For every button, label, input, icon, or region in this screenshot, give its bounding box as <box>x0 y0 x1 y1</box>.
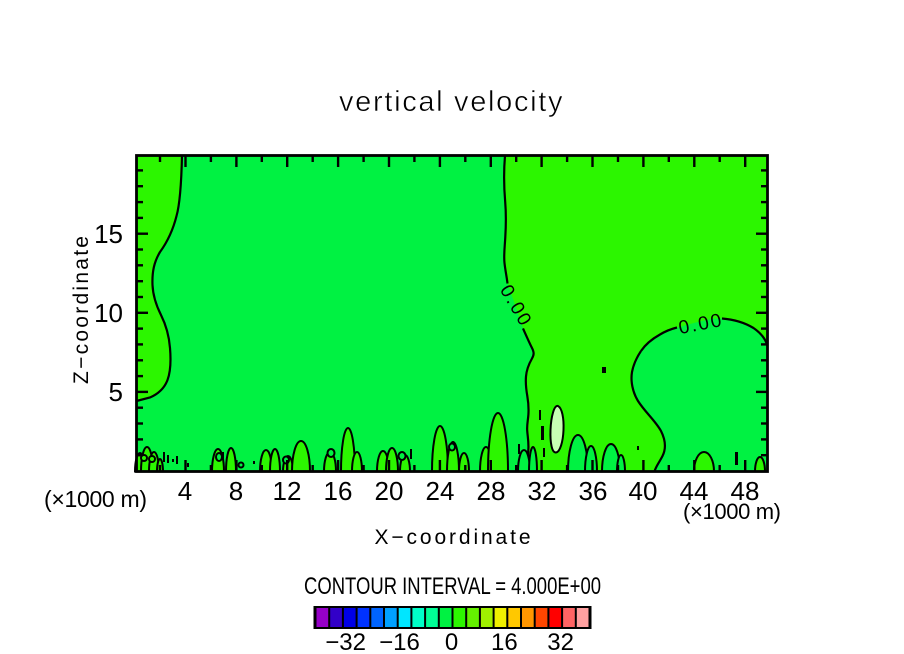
svg-text:15: 15 <box>94 219 123 249</box>
svg-text:48: 48 <box>731 476 760 506</box>
svg-text:Z−coordinate: Z−coordinate <box>70 236 93 384</box>
svg-text:X−coordinate: X−coordinate <box>375 526 531 549</box>
svg-text:36: 36 <box>579 476 608 506</box>
svg-text:24: 24 <box>426 476 455 506</box>
svg-text:(×1000 m): (×1000 m) <box>44 486 147 512</box>
svg-text:5: 5 <box>109 377 123 407</box>
svg-text:vertical velocity: vertical velocity <box>339 86 564 118</box>
svg-text:CONTOUR INTERVAL = 4.000E+00: CONTOUR INTERVAL = 4.000E+00 <box>304 573 601 600</box>
svg-text:28: 28 <box>477 476 506 506</box>
svg-text:16: 16 <box>324 476 353 506</box>
svg-text:44: 44 <box>680 476 709 506</box>
svg-text:−16: −16 <box>379 629 420 654</box>
svg-text:20: 20 <box>375 476 404 506</box>
svg-text:−32: −32 <box>325 629 366 654</box>
svg-text:8: 8 <box>229 476 243 506</box>
svg-text:32: 32 <box>528 476 557 506</box>
svg-text:12: 12 <box>273 476 302 506</box>
svg-text:32: 32 <box>547 629 574 654</box>
svg-text:0: 0 <box>445 629 458 654</box>
svg-text:10: 10 <box>94 298 123 328</box>
svg-text:4: 4 <box>178 476 192 506</box>
svg-text:40: 40 <box>629 476 658 506</box>
svg-text:16: 16 <box>491 629 518 654</box>
svg-text:(×1000 m): (×1000 m) <box>683 499 781 524</box>
